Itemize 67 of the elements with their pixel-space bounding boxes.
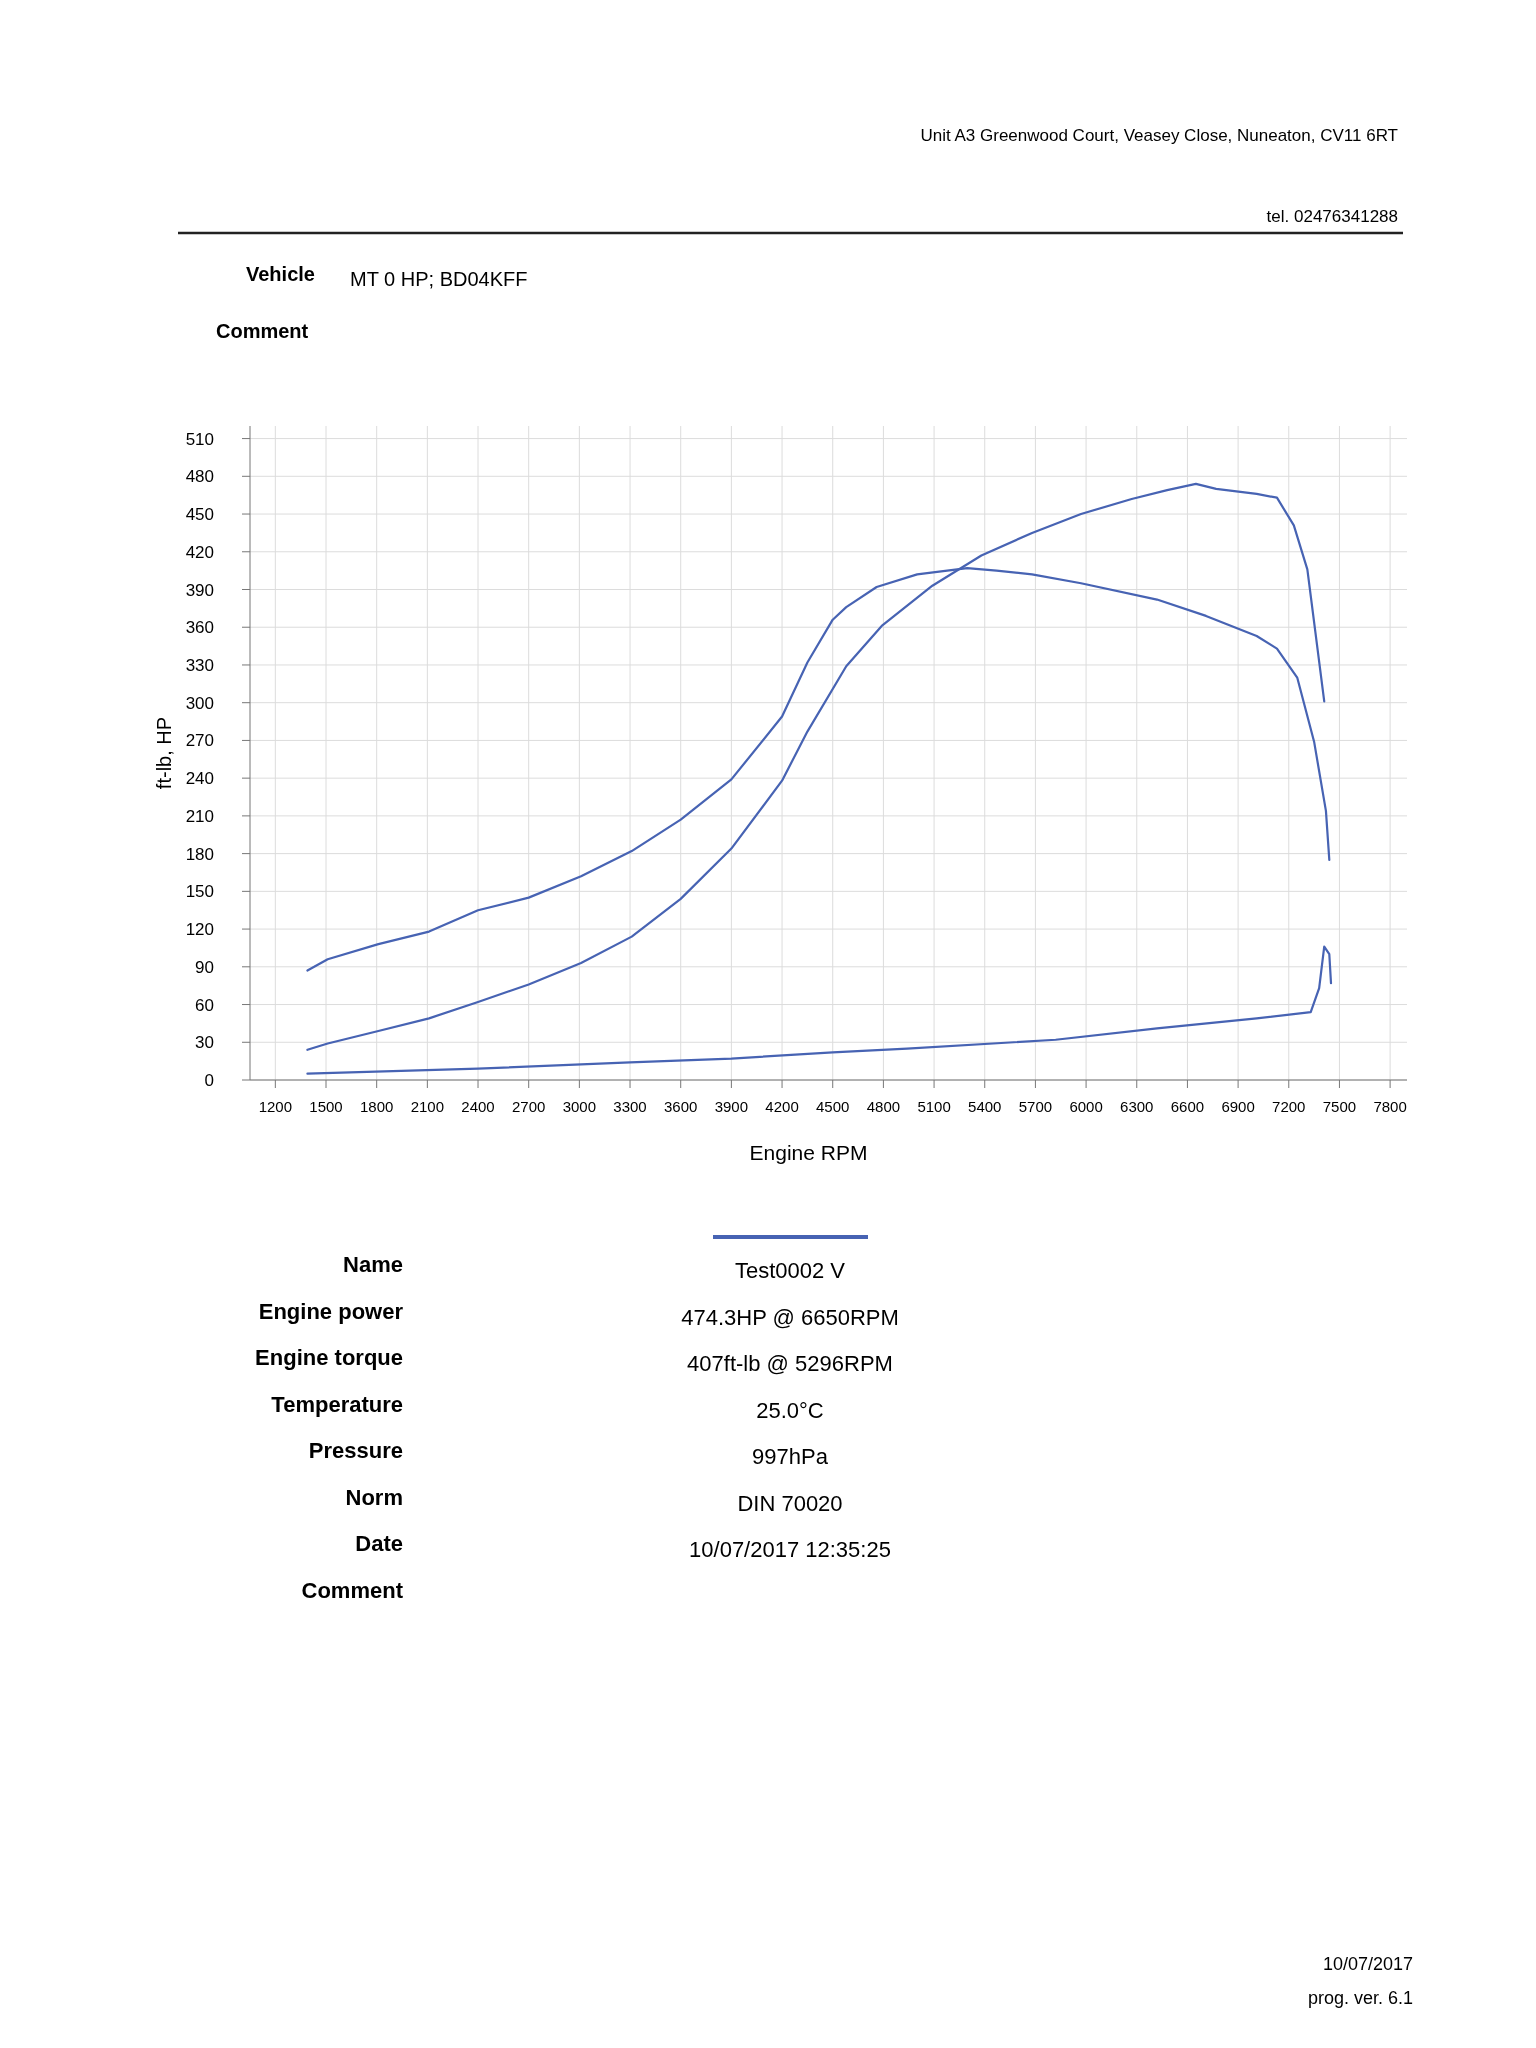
line-series — [306, 482, 1326, 1051]
x-tick-label: 1500 — [309, 1098, 343, 1115]
text: Engine torque — [255, 1345, 403, 1370]
x-tick-label: 4800 — [866, 1098, 901, 1115]
x-tick-label: 6600 — [1170, 1098, 1205, 1115]
text: 25.0°C — [756, 1397, 824, 1423]
x-tick-label: 5700 — [1018, 1098, 1053, 1115]
text: Temperature — [271, 1391, 403, 1417]
x-tick-label: 3900 — [714, 1098, 749, 1115]
text: Date — [355, 1531, 403, 1556]
x-tick-label: 7200 — [1272, 1098, 1306, 1115]
x-axis-title: Engine RPM — [749, 1141, 868, 1164]
y-axis-title: ft-lb, HP — [153, 716, 175, 790]
text: Comment — [216, 320, 309, 342]
x-tick-label: 7500 — [1322, 1098, 1357, 1115]
text: 474.3HP @ 6650RPM — [681, 1304, 899, 1330]
y-tick-label: 360 — [185, 618, 214, 638]
x-tick-label: 2700 — [512, 1098, 546, 1115]
y-tick-label: 480 — [185, 467, 214, 487]
y-tick-label: 450 — [185, 505, 214, 525]
x-tick-label: 3000 — [562, 1098, 597, 1115]
text: Norm — [345, 1484, 403, 1510]
text: tel. 02476341288 — [1266, 207, 1398, 226]
line-series — [306, 945, 1333, 1075]
text: 10/07/2017 — [1322, 1954, 1413, 1974]
x-tick-label: 7800 — [1373, 1098, 1407, 1115]
text: 997hPa — [752, 1444, 829, 1469]
y-tick-label: 150 — [185, 882, 214, 902]
x-tick-label: 6000 — [1069, 1098, 1103, 1115]
y-tick-label: 420 — [185, 542, 214, 562]
y-tick-label: 180 — [185, 844, 214, 864]
x-tick-label: 2400 — [461, 1098, 495, 1115]
text: prog. ver. 6.1 — [1307, 1988, 1413, 2008]
y-tick-label: 120 — [185, 920, 214, 940]
y-tick-label: 60 — [195, 995, 214, 1015]
x-tick-label: 5400 — [968, 1098, 1002, 1115]
y-tick-label: 390 — [185, 580, 214, 600]
y-tick-label: 240 — [185, 769, 214, 789]
x-tick-label: 1200 — [258, 1098, 293, 1115]
y-tick-label: 0 — [204, 1071, 214, 1090]
text: 407ft-lb @ 5296RPM — [687, 1351, 893, 1376]
y-tick-label: 210 — [185, 806, 214, 826]
y-tick-label: 300 — [185, 693, 214, 713]
x-tick-label: 5100 — [917, 1098, 951, 1115]
text: DIN 70020 — [737, 1490, 843, 1516]
text: Engine power — [258, 1298, 404, 1324]
text: Vehicle — [246, 263, 315, 285]
text: Pressure — [308, 1438, 403, 1463]
text: 10/07/2017 12:35:25 — [689, 1537, 891, 1562]
y-tick-label: 30 — [195, 1033, 214, 1053]
x-tick-label: 3600 — [664, 1098, 698, 1115]
text: Name — [343, 1252, 403, 1277]
y-tick-label: 330 — [185, 655, 214, 675]
y-tick-label: 90 — [195, 957, 214, 977]
x-tick-label: 4200 — [765, 1098, 799, 1115]
x-tick-label: 3300 — [613, 1098, 647, 1115]
text: Comment — [301, 1577, 404, 1603]
text: Unit A3 Greenwood Court, Veasey Close, Nuneaton, CV11 6RT — [920, 126, 1398, 145]
x-tick-label: 4500 — [816, 1098, 850, 1115]
text: Test0002 V — [734, 1258, 846, 1283]
y-tick-label: 270 — [185, 731, 214, 751]
x-tick-label: 1800 — [359, 1098, 394, 1115]
x-tick-label: 6900 — [1221, 1098, 1255, 1115]
x-tick-label: 6300 — [1120, 1098, 1154, 1115]
text: MT 0 HP; BD04KFF — [350, 268, 528, 290]
y-tick-label: 510 — [185, 429, 214, 449]
x-tick-label: 2100 — [410, 1098, 445, 1115]
